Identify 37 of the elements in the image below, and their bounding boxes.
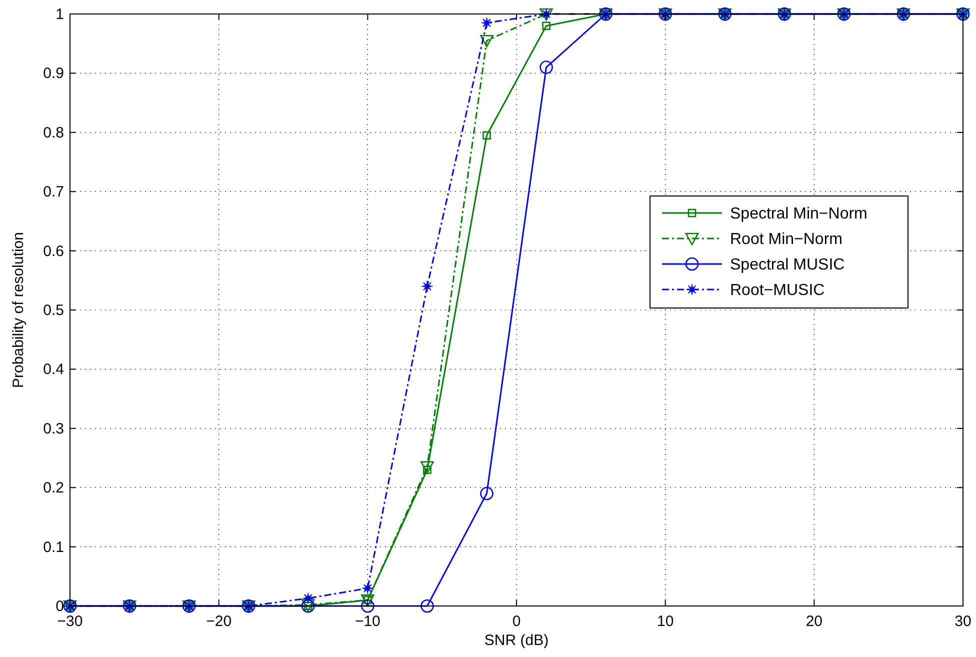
point	[362, 582, 374, 594]
x-tick-label: −20	[206, 613, 232, 630]
x-tick-label: −30	[57, 613, 83, 630]
y-tick-label: 0	[56, 598, 64, 615]
point	[421, 280, 433, 292]
y-tick-label: 0.9	[43, 65, 64, 82]
point	[361, 599, 374, 613]
y-tick-label: 0.4	[43, 361, 64, 378]
y-tick-label: 0.3	[43, 420, 64, 438]
legend-label: Spectral MUSIC	[730, 256, 845, 274]
point	[480, 34, 494, 48]
point	[482, 131, 491, 140]
x-tick-label: 0	[512, 613, 521, 630]
x-axis-title: SNR (dB)	[484, 632, 549, 649]
point	[302, 592, 314, 604]
point	[540, 60, 553, 74]
point	[480, 486, 494, 500]
legend-label: Root Min−Norm	[730, 231, 842, 248]
point	[420, 461, 434, 474]
point	[480, 17, 493, 29]
y-tick-label: 1	[56, 6, 64, 23]
y-tick-label: 0.2	[43, 480, 64, 497]
x-tick-label: 10	[656, 613, 674, 630]
y-axis-title: Probability of resolution	[10, 232, 27, 388]
y-tick-label: 0.6	[43, 242, 64, 260]
point	[542, 22, 550, 30]
y-tick-label: 0.1	[43, 538, 64, 556]
x-tick-label: 30	[954, 613, 972, 630]
legend-label: Spectral Min−Norm	[730, 206, 868, 222]
point	[361, 594, 374, 607]
legend-label: Root−MUSIC	[730, 282, 825, 299]
point	[420, 599, 434, 613]
x-tick-label: −10	[354, 613, 380, 630]
x-tick-label: 20	[806, 613, 823, 630]
y-tick-label: 0.7	[43, 184, 64, 201]
y-tick-label: 0.8	[43, 124, 64, 142]
y-tick-label: 0.5	[43, 302, 64, 319]
